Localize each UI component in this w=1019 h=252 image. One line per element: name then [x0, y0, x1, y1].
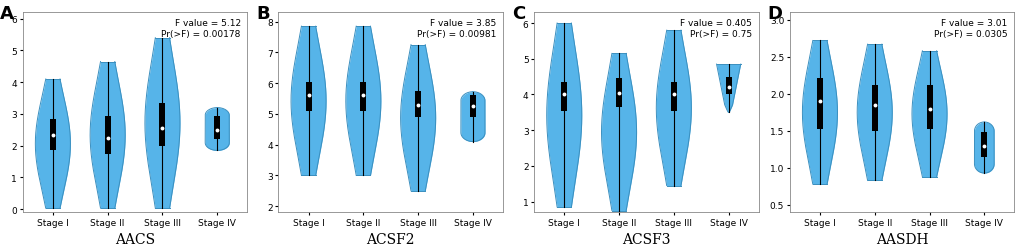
- X-axis label: AASDH: AASDH: [875, 233, 927, 246]
- Text: C: C: [512, 5, 525, 23]
- Text: A: A: [0, 5, 14, 23]
- Text: B: B: [256, 5, 269, 23]
- X-axis label: ACSF3: ACSF3: [622, 233, 671, 246]
- X-axis label: AACS: AACS: [115, 233, 155, 246]
- X-axis label: ACSF2: ACSF2: [366, 233, 415, 246]
- Text: F value = 5.12
Pr(>F) = 0.00178: F value = 5.12 Pr(>F) = 0.00178: [161, 19, 240, 39]
- Text: D: D: [766, 5, 782, 23]
- Text: F value = 0.405
Pr(>F) = 0.75: F value = 0.405 Pr(>F) = 0.75: [680, 19, 751, 39]
- Text: F value = 3.01
Pr(>F) = 0.0305: F value = 3.01 Pr(>F) = 0.0305: [933, 19, 1007, 39]
- Text: F value = 3.85
Pr(>F) = 0.00981: F value = 3.85 Pr(>F) = 0.00981: [417, 19, 496, 39]
